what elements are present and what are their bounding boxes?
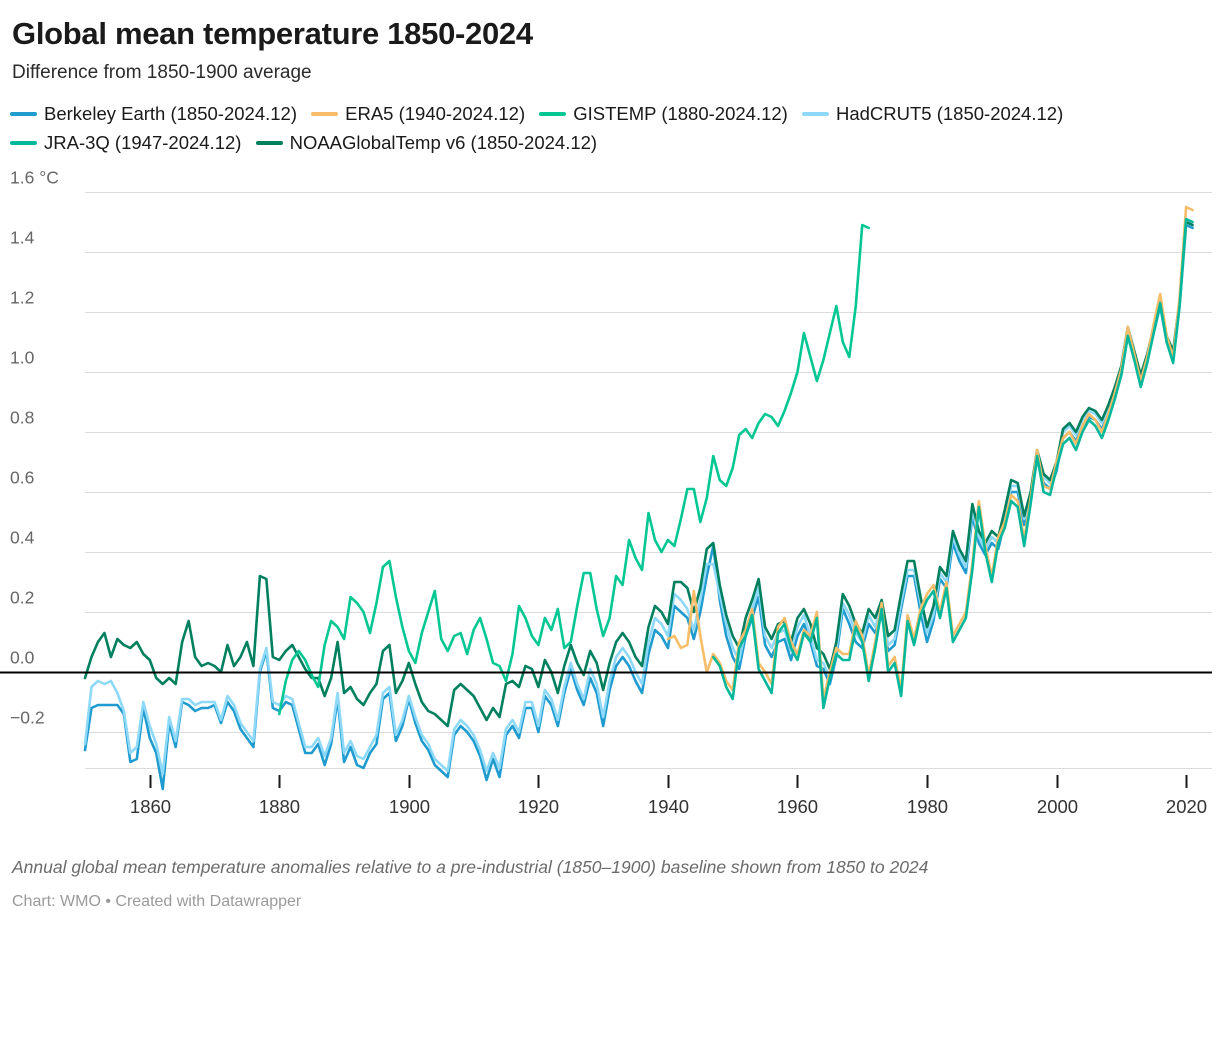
- legend-color-swatch: [10, 141, 37, 146]
- series-lines: [83, 205, 1194, 791]
- legend-item-label: HadCRUT5 (1850-2024.12): [835, 103, 1064, 125]
- y-axis-tick-label: 0.0: [10, 647, 35, 667]
- y-axis-tick-label: 0.2: [10, 587, 34, 607]
- y-axis-tick-label: 1.0: [10, 347, 35, 367]
- chart-note: Annual global mean temperature anomalies…: [12, 856, 929, 877]
- x-axis-tick-label: 1880: [259, 796, 300, 817]
- y-axis-tick-label: 1.6 °C: [10, 168, 59, 188]
- legend-color-swatch: [801, 112, 829, 117]
- legend-item-label: ERA5 (1940-2024.12): [345, 103, 526, 125]
- y-axis-tick-label: 1.2: [10, 287, 34, 307]
- y-axis-tick-label: 1.4: [10, 227, 35, 247]
- legend-color-swatch: [255, 141, 283, 146]
- y-axis-labels: 1.6 °C 1.4 1.2 1.0 0.8 0.6 0.4 0.2 0.0 −0.2: [10, 168, 59, 728]
- page-title: Global mean temperature 1850-2024: [12, 16, 533, 51]
- legend-item[interactable]: GISTEMP (1880-2024.12): [539, 103, 788, 124]
- x-axis-labels: 1860 1880 1900 1920 1940 1960 1980 2000 2020: [130, 774, 1207, 817]
- chart-credit: Chart: WMO • Created with Datawrapper: [12, 893, 302, 911]
- series-line-3: [278, 223, 871, 716]
- legend-item[interactable]: Berkeley Earth (1850-2024.12): [10, 103, 297, 124]
- legend-item[interactable]: NOAAGlobalTemp v6 (1850-2024.12): [255, 132, 598, 154]
- legend-item[interactable]: JRA-3Q (1947-2024.12): [10, 132, 241, 153]
- legend-item[interactable]: HadCRUT5 (1850-2024.12): [801, 103, 1064, 125]
- legend-item[interactable]: ERA5 (1940-2024.12): [311, 103, 525, 124]
- y-axis-tick-label: −0.2: [10, 707, 45, 727]
- x-axis-tick-label: 1920: [518, 796, 559, 817]
- legend-color-swatch: [311, 112, 339, 117]
- y-axis-tick-label: 0.8: [10, 407, 34, 427]
- x-axis-tick-label: 1960: [777, 796, 818, 817]
- line-chart-svg: 1.6 °C1.41.21.00.80.60.40.20.0−0.2 1860 1…: [0, 168, 1212, 817]
- x-axis-tick-label: 1900: [389, 796, 430, 817]
- legend-color-swatch: [10, 112, 37, 117]
- legend-item-label: GISTEMP (1880-2024.12): [573, 103, 788, 125]
- x-axis-tick-label: 1980: [907, 796, 948, 817]
- x-axis-tick-label: 2000: [1037, 796, 1078, 817]
- y-axis-tick-label: 0.4: [10, 527, 35, 547]
- x-axis-tick-label: 2020: [1166, 796, 1207, 817]
- x-axis-tick-label: 1860: [130, 796, 171, 817]
- legend-item-label: JRA-3Q (1947-2024.12): [44, 132, 242, 154]
- legend-item-label: Berkeley Earth (1850-2024.12): [44, 103, 297, 125]
- legend-color-swatch: [539, 112, 567, 117]
- y-axis-tick-label: 0.6: [10, 467, 34, 487]
- series-line-2: [83, 220, 1194, 728]
- series-line-1: [83, 220, 1194, 776]
- chart-legend: Berkeley Earth (1850-2024.12) ERA5 (1940…: [0, 84, 1220, 157]
- plot-area: 1.6 °C 1.4 1.2 1.0 0.8 0.6 0.4 0.2 0.0 −0.2 1860 1…: [0, 168, 1220, 848]
- legend-item-label: NOAAGlobalTemp v6 (1850-2024.12): [289, 132, 598, 154]
- series-line-5: [711, 217, 1194, 710]
- chart-subtitle: Difference from 1850-1900 average: [12, 61, 312, 83]
- x-axis-tick-label: 1940: [648, 796, 689, 817]
